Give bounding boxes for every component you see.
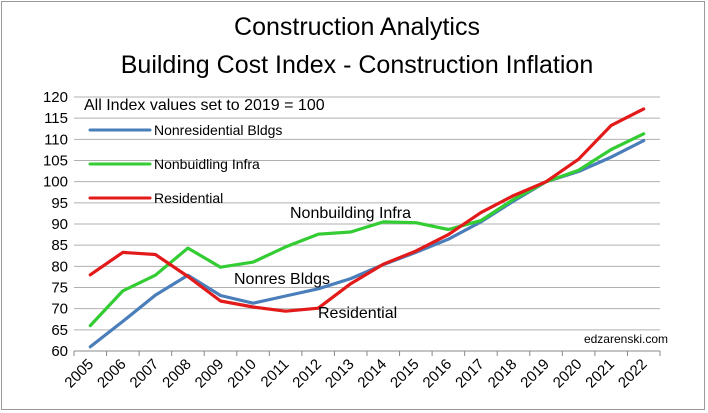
y-tick-label: 85 (51, 237, 68, 254)
chart-subtitle: Building Cost Index - Construction Infla… (121, 51, 593, 79)
legend-label: Residential (154, 190, 223, 206)
legend-label: Nonbuidling Infra (154, 156, 260, 172)
series-annotations: Nonbuilding Infra Nonres Bldgs Residential (234, 205, 411, 322)
plot-area: 6065707580859095100105110115120200520062… (43, 89, 661, 392)
chart-title: Construction Analytics (234, 13, 480, 41)
x-tick-label: 2015 (387, 356, 423, 392)
y-tick-label: 75 (51, 280, 68, 297)
y-tick-label: 70 (51, 301, 68, 318)
x-tick-label: 2007 (127, 356, 163, 392)
legend: Nonresidential Bldgs Nonbuidling Infra Res… (88, 122, 282, 206)
y-tick-label: 115 (44, 110, 68, 127)
y-tick-label: 110 (44, 131, 68, 148)
x-tick-label: 2019 (517, 356, 553, 392)
y-tick-label: 60 (51, 343, 68, 360)
annotation-label: Nonbuilding Infra (290, 205, 411, 222)
series-line-residential (88, 107, 646, 313)
x-tick-label: 2021 (582, 356, 618, 392)
x-tick-label: 2009 (192, 356, 228, 392)
x-tick-label: 2013 (322, 356, 358, 392)
x-tick-label: 2017 (452, 356, 488, 392)
x-tick-label: 2008 (159, 356, 195, 392)
index-note: All Index values set to 2019 = 100 (84, 97, 325, 114)
annotation-label: Residential (318, 305, 397, 322)
y-tick-label: 100 (43, 174, 68, 191)
x-tick-label: 2006 (94, 356, 130, 392)
y-tick-label: 65 (51, 322, 68, 339)
x-tick-label: 2011 (258, 356, 293, 391)
x-tick-label: 2022 (615, 356, 651, 392)
y-tick-label: 90 (51, 216, 68, 233)
x-tick-label: 2014 (354, 356, 390, 392)
x-tick-label: 2016 (420, 356, 456, 392)
x-tick-label: 2018 (485, 356, 521, 392)
x-tick-label: 2012 (289, 356, 325, 392)
y-tick-label: 120 (43, 89, 68, 106)
legend-label: Nonresidential Bldgs (154, 122, 282, 138)
credit-text: edzarenski.com (584, 332, 668, 346)
annotation-label: Nonres Bldgs (234, 271, 330, 288)
y-tick-label: 80 (51, 258, 68, 275)
x-tick-label: 2010 (224, 356, 260, 392)
y-tick-label: 105 (43, 153, 68, 170)
x-tick-label: 2005 (61, 356, 97, 392)
y-tick-label: 95 (51, 195, 68, 212)
x-tick-label: 2020 (550, 356, 586, 392)
